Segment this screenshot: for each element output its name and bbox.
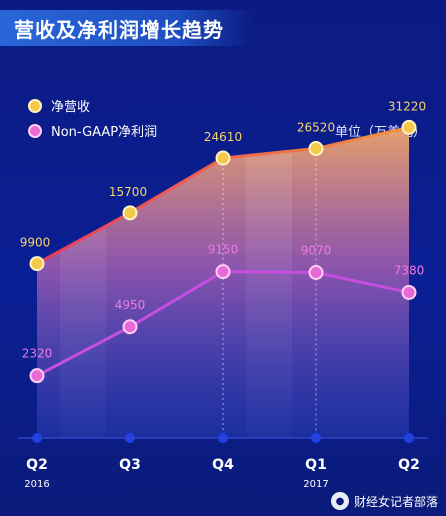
profit-data-label: 2320	[22, 347, 53, 361]
revenue-point	[401, 119, 417, 135]
legend-profit: Non-GAAP净利润	[28, 121, 157, 140]
profit-point	[401, 284, 417, 300]
legend-revenue: 净营收	[28, 96, 90, 115]
revenue-data-label: 31220	[388, 99, 426, 113]
chart-title: 营收及净利润增长趋势	[14, 18, 224, 42]
legend-revenue-label: 净营收	[51, 100, 91, 115]
profit-point	[122, 319, 138, 335]
watermark-text: 财经女记者部落	[353, 494, 438, 509]
revenue-data-label: 26520	[297, 121, 335, 135]
area-stripe	[246, 150, 292, 438]
profit-data-label: 9070	[301, 243, 332, 257]
profit-data-label: 4950	[115, 298, 146, 312]
profit-point	[308, 264, 324, 280]
x-tick-label: Q2	[26, 457, 48, 473]
x-tick-label: Q1	[305, 457, 327, 473]
legend-profit-marker	[28, 123, 42, 138]
revenue-point	[215, 150, 231, 166]
revenue-point	[29, 256, 45, 272]
profit-data-label: 7380	[394, 263, 425, 277]
profit-data-label: 9150	[208, 243, 239, 257]
profit-point	[29, 368, 45, 384]
x-tick-label: Q3	[119, 457, 141, 473]
revenue-data-label: 24610	[204, 130, 242, 144]
wechat-icon: ●	[330, 492, 349, 510]
x-year-label: 2016	[24, 479, 49, 490]
profit-point	[215, 264, 231, 280]
revenue-point	[308, 141, 324, 157]
title-bar	[0, 10, 252, 46]
legend-profit-label: Non-GAAP净利润	[51, 125, 158, 140]
x-tick-label: Q4	[212, 457, 234, 473]
revenue-data-label: 15700	[109, 185, 147, 199]
x-year-label: 2017	[303, 479, 328, 490]
watermark: ● 财经女记者部落	[330, 492, 438, 510]
legend-revenue-marker	[28, 98, 42, 113]
area-stripe	[60, 150, 106, 438]
x-tick-label: Q2	[398, 457, 420, 473]
revenue-data-label: 9900	[20, 236, 51, 250]
revenue-point	[122, 205, 138, 221]
